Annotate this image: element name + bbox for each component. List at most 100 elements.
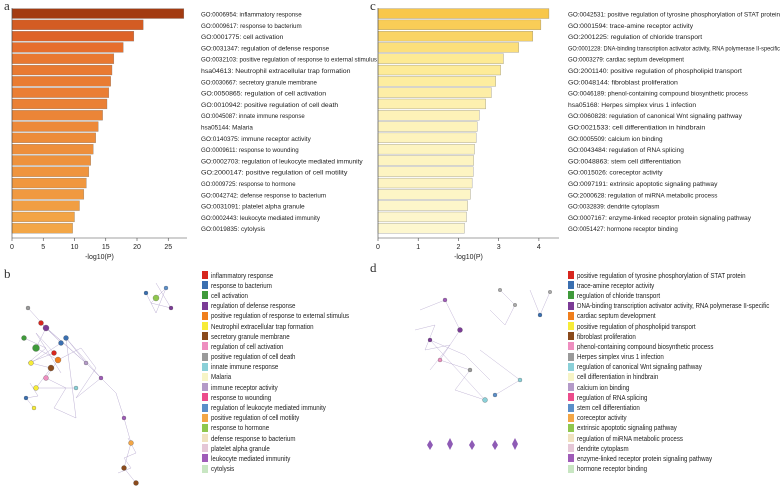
category-label-c-6: GO:0048144: fibroblast proliferation: [568, 79, 678, 86]
category-label-a-18: GO:0002443: leukocyte mediated immunity: [201, 215, 321, 222]
bar-c-4: [377, 53, 504, 64]
legend-label: DNA-binding transcription activator acti…: [577, 301, 770, 311]
category-label-a-19: GO:0019835: cytolysis: [201, 226, 266, 233]
bar-a-11: [11, 132, 96, 143]
legend-label: phenol-containing compound biosynthetic …: [577, 341, 714, 351]
bar-c-11: [377, 132, 477, 143]
legend-item: trace-amine receptor activity: [568, 280, 784, 290]
legend-item: DNA-binding transcription activator acti…: [568, 301, 784, 311]
category-label-c-12: GO:0043484: regulation of RNA splicing: [568, 147, 684, 154]
legend-swatch: [568, 301, 574, 310]
category-label-a-3: GO:0031347: regulation of defense respon…: [201, 45, 329, 52]
category-label-a-2: GO:0001775: cell activation: [201, 34, 284, 41]
legend-label: hormone receptor binding: [577, 464, 648, 474]
legend-item: immune receptor activity: [202, 382, 379, 392]
bar-a-6: [11, 76, 111, 87]
legend-label: defense response to bacterium: [211, 433, 296, 443]
legend-item: stem cell differentiation: [568, 402, 784, 412]
bar-a-7: [11, 87, 110, 98]
bar-c-19: [377, 223, 465, 234]
legend-b: inflammatory response response to bacteri…: [202, 270, 379, 474]
legend-swatch: [202, 413, 208, 422]
bar-a-19: [11, 223, 73, 234]
category-label-a-6: GO:0030667: secretory granule membrane: [201, 79, 317, 86]
legend-item: cell activation: [202, 290, 379, 300]
network-graph-d: [414, 288, 552, 450]
bar-c-6: [377, 76, 497, 87]
legend-label: calcium ion binding: [577, 382, 630, 392]
category-label-c-10: GO:0021533: cell differentiation in hind…: [568, 124, 706, 131]
category-label-a-13: GO:0002703: regulation of leukocyte medi…: [201, 158, 363, 165]
legend-item: positive regulation of cell motility: [202, 413, 379, 423]
category-label-a-1: GO:0009617: response to bacterium: [201, 23, 302, 30]
x-tick-label-a-4: 20: [133, 244, 141, 251]
bar-c-17: [377, 200, 468, 211]
legend-item: regulation of cell activation: [202, 341, 379, 351]
legend-item: cytolysis: [202, 464, 379, 474]
legend-label: coreceptor activity: [577, 413, 627, 423]
bar-a-16: [11, 189, 85, 200]
legend-swatch: [202, 444, 208, 453]
category-label-a-8: GO:0010942: positive regulation of cell …: [201, 102, 339, 109]
legend-swatch: [568, 271, 574, 280]
x-tick-label-a-3: 15: [102, 244, 110, 251]
legend-label: immune receptor activity: [211, 382, 278, 392]
x-tick-label-c-0: 0: [376, 244, 380, 251]
category-label-a-11: GO:0140375: immune receptor activity: [201, 136, 311, 143]
legend-swatch: [202, 383, 208, 392]
legend-swatch: [202, 271, 208, 280]
bar-c-10: [377, 121, 478, 132]
category-label-a-10: hsa05144: Malaria: [201, 124, 253, 131]
legend-swatch: [568, 372, 574, 381]
legend-swatch: [202, 301, 208, 310]
legend-label: leukocyte mediated immunity: [211, 453, 291, 463]
legend-swatch: [568, 393, 574, 402]
legend-item: regulation of miRNA metabolic process: [568, 433, 784, 443]
legend-swatch: [568, 291, 574, 300]
legend-swatch: [202, 281, 208, 290]
legend-swatch: [568, 413, 574, 422]
bar-c-2: [377, 31, 534, 42]
legend-label: cell differentiation in hindbrain: [577, 372, 659, 382]
legend-item: positive regulation of tyrosine phosphor…: [568, 270, 784, 280]
x-axis-label-a: -log10(P): [85, 254, 114, 261]
legend-item: response to bacterium: [202, 280, 379, 290]
legend-swatch: [568, 281, 574, 290]
legend-item: secretory granule membrane: [202, 331, 379, 341]
x-tick-label-c-3: 3: [497, 244, 501, 251]
bar-a-17: [11, 200, 80, 211]
legend-item: regulation of leukocyte mediated immunit…: [202, 402, 379, 412]
legend-label: extrinsic apoptotic signaling pathway: [577, 423, 677, 433]
x-tick-label-c-1: 1: [416, 244, 420, 251]
category-label-c-14: GO:0015026: coreceptor activity: [568, 170, 663, 177]
category-label-a-16: GO:0042742: defense response to bacteriu…: [201, 192, 327, 199]
panel-label-d: d: [370, 260, 377, 275]
x-tick-label-a-1: 5: [41, 244, 45, 251]
legend-item: response to hormone: [202, 423, 379, 433]
legend-label: cytolysis: [211, 464, 235, 474]
category-label-a-15: GO:0009725: response to hormone: [201, 181, 296, 188]
legend-item: cell differentiation in hindbrain: [568, 372, 784, 382]
legend-swatch: [568, 423, 574, 432]
bar-a-2: [11, 31, 135, 42]
legend-swatch: [202, 322, 208, 331]
bar-a-3: [11, 42, 124, 53]
legend-d: positive regulation of tyrosine phosphor…: [568, 270, 784, 474]
legend-item: cardiac septum development: [568, 311, 784, 321]
category-label-a-14: GO:2000147: positive regulation of cell …: [201, 170, 348, 177]
legend-label: dendrite cytoplasm: [577, 443, 629, 453]
bar-a-18: [11, 211, 75, 223]
legend-swatch: [568, 444, 574, 453]
bar-a-8: [11, 98, 108, 110]
legend-label: platelet alpha granule: [211, 443, 270, 453]
bar-a-4: [11, 53, 115, 64]
legend-swatch: [568, 352, 574, 361]
category-label-c-15: GO:0097191: extrinsic apoptotic signalin…: [568, 181, 718, 188]
category-label-a-17: GO:0031091: platelet alpha granule: [201, 204, 305, 211]
legend-item: regulation of defense response: [202, 301, 379, 311]
bar-a-14: [11, 166, 90, 177]
legend-label: regulation of canonical Wnt signaling pa…: [577, 362, 702, 372]
legend-swatch: [568, 362, 574, 371]
bar-c-13: [377, 155, 474, 166]
legend-label: positive regulation of cell death: [211, 352, 296, 362]
